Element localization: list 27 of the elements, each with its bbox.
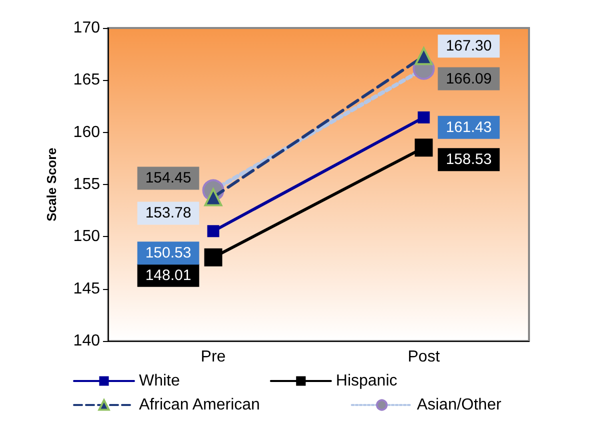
point — [414, 138, 433, 157]
data-label: 150.53 — [145, 244, 192, 262]
x-tick-label: Pre — [200, 348, 226, 366]
data-label: 154.45 — [145, 170, 192, 187]
y-tick-label: 140 — [73, 332, 100, 350]
y-tick-label: 155 — [73, 176, 100, 193]
y-tick-label: 170 — [73, 20, 100, 36]
data-label: 167.30 — [446, 38, 492, 55]
legend-label: African American — [139, 396, 260, 414]
y-tick-label: 160 — [73, 124, 100, 141]
data-label: 158.53 — [446, 151, 492, 168]
data-label: 153.78 — [145, 204, 192, 222]
legend-label: White — [139, 372, 180, 390]
y-tick-label: 165 — [73, 72, 100, 89]
legend-label: Asian/Other — [416, 396, 502, 414]
data-label: 166.09 — [446, 70, 492, 88]
y-tick-label: 150 — [73, 228, 100, 246]
data-label: 148.01 — [145, 266, 192, 284]
point — [207, 225, 220, 238]
point — [414, 47, 433, 66]
x-tick-label: Post — [408, 348, 440, 366]
legend-label: Hispanic — [336, 372, 398, 390]
point — [204, 248, 222, 266]
point — [418, 111, 430, 124]
data-label: 161.43 — [446, 118, 492, 136]
y-tick-label: 145 — [73, 280, 100, 298]
y-axis-title: Scale Score — [44, 148, 59, 222]
